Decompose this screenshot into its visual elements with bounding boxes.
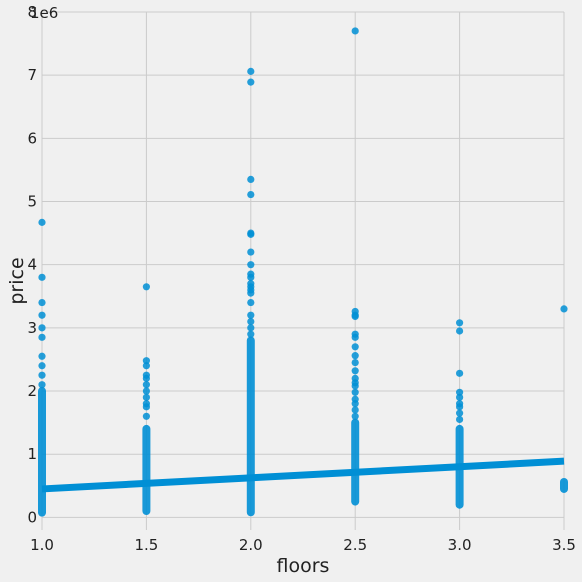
data-point <box>351 382 359 390</box>
data-point <box>247 190 255 199</box>
data-point <box>247 311 255 319</box>
data-point <box>351 312 359 321</box>
data-point <box>38 333 46 341</box>
grid <box>41 11 565 530</box>
data-point <box>456 393 464 401</box>
data-point <box>142 412 150 420</box>
data-point <box>351 333 359 341</box>
x-tick-label: 2.0 <box>239 536 263 554</box>
y-tick-label: 2 <box>27 382 37 400</box>
data-point <box>38 381 46 389</box>
data-point <box>38 371 46 379</box>
data-point <box>247 273 255 281</box>
data-point <box>351 27 359 35</box>
y-tick-label: 4 <box>27 256 37 274</box>
data-point <box>351 343 359 351</box>
dense-point-strip <box>351 418 360 506</box>
data-point <box>351 400 359 408</box>
data-point <box>247 78 255 86</box>
data-point <box>38 311 46 319</box>
data-point <box>351 412 359 420</box>
data-point <box>456 327 464 335</box>
data-point <box>247 317 255 326</box>
data-point <box>142 403 150 411</box>
dense-point-strip <box>38 387 46 517</box>
data-point <box>142 393 150 401</box>
data-point <box>142 381 150 389</box>
data-point <box>351 406 359 414</box>
data-point <box>247 289 255 297</box>
tick-labels: 1.0 1.5 2.0 2.5 3.0 3.5 0 1 2 3 4 5 6 7 8 <box>27 3 575 554</box>
data-point <box>456 319 464 327</box>
data-point <box>247 67 255 75</box>
x-tick-label: 3.5 <box>552 536 576 554</box>
data-point <box>456 369 464 377</box>
x-axis-label: floors <box>277 555 330 577</box>
data-point <box>247 330 255 338</box>
data-point <box>247 175 255 184</box>
data-point <box>456 409 464 417</box>
y-tick-label: 1 <box>27 445 37 463</box>
data-point <box>247 248 255 256</box>
regression-line-group <box>41 457 565 493</box>
y-tick-label: 6 <box>27 129 37 147</box>
data-point <box>38 352 46 360</box>
y-tick-label: 5 <box>27 193 37 211</box>
data-point <box>247 298 255 307</box>
dense-point-strip <box>246 336 255 517</box>
y-offset-text: 1e6 <box>30 4 58 22</box>
dense-point-strip <box>142 424 151 516</box>
data-point <box>38 362 46 370</box>
data-point <box>38 324 46 332</box>
data-point <box>247 261 255 269</box>
dense-point-strip <box>560 477 568 493</box>
data-point <box>351 358 359 367</box>
y-axis-label: price <box>6 257 28 304</box>
x-tick-label: 1.0 <box>30 536 54 554</box>
data-point <box>247 324 255 332</box>
data-point <box>142 283 150 291</box>
x-tick-label: 2.5 <box>343 536 367 554</box>
y-tick-label: 8 <box>27 3 37 21</box>
data-point <box>351 388 359 396</box>
data-point <box>351 352 359 360</box>
x-tick-label: 3.0 <box>448 536 472 554</box>
y-tick-label: 0 <box>27 508 37 526</box>
data-point <box>142 362 150 370</box>
regression-line <box>41 457 565 493</box>
y-tick-label: 3 <box>27 319 37 337</box>
data-point <box>456 388 464 396</box>
data-point <box>456 415 464 424</box>
data-point <box>247 230 255 238</box>
data-point <box>142 387 150 395</box>
data-point <box>456 403 464 411</box>
data-point <box>351 367 359 375</box>
data-point <box>38 273 46 281</box>
data-point <box>560 305 568 313</box>
y-tick-label: 7 <box>27 66 37 84</box>
data-point <box>142 374 150 382</box>
data-point <box>38 298 46 307</box>
data-point <box>142 357 150 365</box>
data-point <box>38 218 46 226</box>
x-tick-label: 1.5 <box>134 536 158 554</box>
